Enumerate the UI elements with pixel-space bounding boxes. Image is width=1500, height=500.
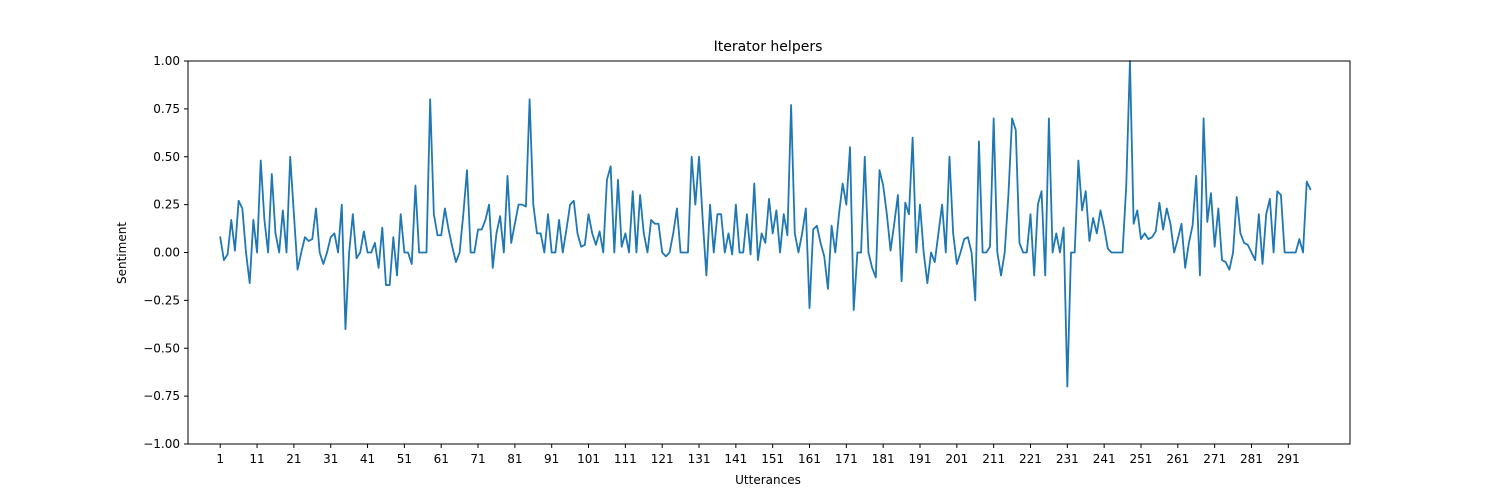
x-tick-label: 151 xyxy=(761,452,784,466)
x-tick-label: 211 xyxy=(982,452,1005,466)
y-tick-label: −0.75 xyxy=(143,389,180,403)
y-tick-label: 0.25 xyxy=(153,198,180,212)
x-tick-label: 1 xyxy=(216,452,224,466)
x-tick-label: 81 xyxy=(507,452,522,466)
x-tick-label: 171 xyxy=(835,452,858,466)
x-tick-label: 281 xyxy=(1240,452,1263,466)
y-tick-label: −0.25 xyxy=(143,293,180,307)
x-tick-label: 41 xyxy=(360,452,375,466)
x-tick-label: 71 xyxy=(470,452,485,466)
x-tick-label: 261 xyxy=(1166,452,1189,466)
x-axis-ticks: 1 11 21 31 41 51 61 71 81 91 101 111 121 131 141 151 161… xyxy=(216,444,1300,466)
x-tick-label: 11 xyxy=(249,452,264,466)
x-tick-label: 291 xyxy=(1277,452,1300,466)
x-tick-label: 101 xyxy=(577,452,600,466)
y-tick-label: 0.75 xyxy=(153,102,180,116)
x-tick-label: 91 xyxy=(544,452,559,466)
y-axis-label: Sentiment xyxy=(115,222,129,284)
x-tick-label: 141 xyxy=(724,452,747,466)
x-tick-label: 251 xyxy=(1130,452,1153,466)
x-axis-label: Utterances xyxy=(735,473,801,487)
y-tick-label: −0.50 xyxy=(143,341,180,355)
y-axis-ticks: −1.00 −0.75 −0.50 −0.25 0.00 0.25 0.50 0.75 1.00 xyxy=(143,54,188,451)
x-tick-label: 31 xyxy=(323,452,338,466)
x-tick-label: 61 xyxy=(434,452,449,466)
x-tick-label: 21 xyxy=(286,452,301,466)
y-tick-label: 0.00 xyxy=(153,246,180,260)
series-line-0 xyxy=(219,60,1312,388)
data-layer xyxy=(219,60,1312,388)
y-tick-label: 0.50 xyxy=(153,150,180,164)
x-tick-label: 111 xyxy=(614,452,637,466)
y-tick-label: 1.00 xyxy=(153,54,180,68)
x-tick-label: 241 xyxy=(1093,452,1116,466)
y-tick-label: −1.00 xyxy=(143,437,180,451)
x-tick-label: 231 xyxy=(1056,452,1079,466)
x-tick-label: 121 xyxy=(651,452,674,466)
x-tick-label: 191 xyxy=(909,452,932,466)
x-tick-label: 181 xyxy=(872,452,895,466)
x-tick-label: 161 xyxy=(798,452,821,466)
x-tick-label: 131 xyxy=(688,452,711,466)
x-tick-label: 51 xyxy=(397,452,412,466)
x-tick-label: 221 xyxy=(1019,452,1042,466)
x-tick-label: 271 xyxy=(1203,452,1226,466)
x-tick-label: 201 xyxy=(945,452,968,466)
chart-title: Iterator helpers xyxy=(714,39,823,55)
